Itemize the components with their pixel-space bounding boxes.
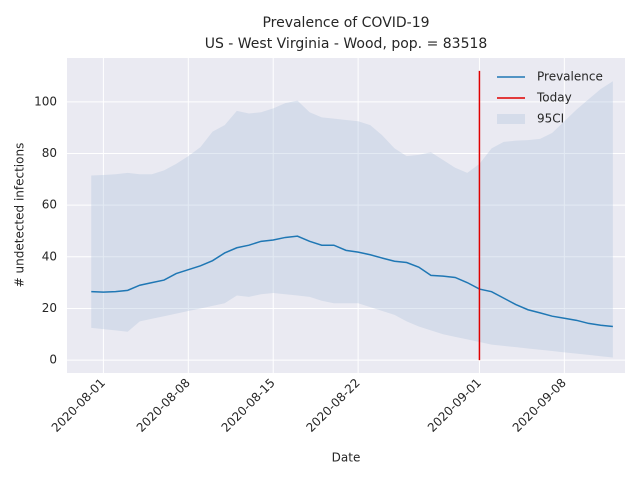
x-tick-label: 2020-09-01	[425, 376, 484, 435]
ci-band	[91, 81, 613, 358]
y-tick-label: 100	[34, 94, 57, 108]
plot-area	[67, 58, 625, 373]
legend-label: Prevalence	[537, 70, 603, 84]
chart-title: Prevalence of COVID-19	[262, 15, 429, 31]
x-tick-label: 2020-08-01	[49, 376, 108, 435]
x-tick-label: 2020-08-22	[304, 376, 363, 435]
legend-label: 95CI	[537, 112, 564, 126]
y-tick-label: 0	[49, 353, 57, 367]
x-axis-label: Date	[332, 451, 361, 465]
legend-swatch	[497, 114, 525, 124]
y-axis-label: # undetected infections	[13, 143, 27, 288]
x-tick-label: 2020-08-15	[219, 376, 278, 435]
chart-subtitle: US - West Virginia - Wood, pop. = 83518	[205, 36, 488, 52]
line	[91, 235, 613, 328]
legend-label: Today	[536, 91, 572, 105]
x-tick-label: 2020-09-08	[510, 376, 569, 435]
y-tick-label: 80	[42, 146, 57, 160]
x-tick-label: 2020-08-08	[134, 376, 193, 435]
y-tick-label: 60	[42, 198, 57, 212]
y-tick-label: 20	[42, 301, 57, 315]
y-tick-label: 40	[42, 249, 57, 263]
